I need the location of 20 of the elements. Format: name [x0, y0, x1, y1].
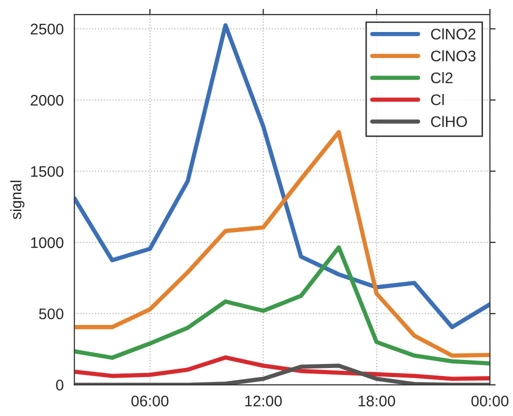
y-tick-label: 2500 [30, 24, 64, 34]
line-series [74, 245, 490, 366]
y-tick-label: 500 [39, 308, 64, 320]
y-tick-label: 1000 [31, 237, 64, 248]
line-series [74, 355, 490, 381]
x-tick-label: 00:00 [471, 396, 508, 406]
y-tick-label: 2000 [30, 94, 64, 106]
x-tick-label: 06:00 [131, 396, 168, 406]
legend-label: Cl [431, 94, 444, 106]
line-series [74, 23, 490, 330]
y-tick-label: 0 [56, 380, 64, 390]
y-axis-title: signal [10, 180, 24, 220]
legend-label: ClHO [431, 116, 467, 128]
legend-label: ClNO2 [431, 28, 476, 40]
legend-label: ClNO3 [431, 50, 476, 62]
y-tick-label: 1500 [31, 166, 64, 177]
legend-label: Cl2 [431, 72, 452, 84]
x-tick-label: 12:00 [245, 396, 282, 406]
line-series [74, 130, 490, 358]
x-tick-label: 18:00 [358, 396, 396, 406]
